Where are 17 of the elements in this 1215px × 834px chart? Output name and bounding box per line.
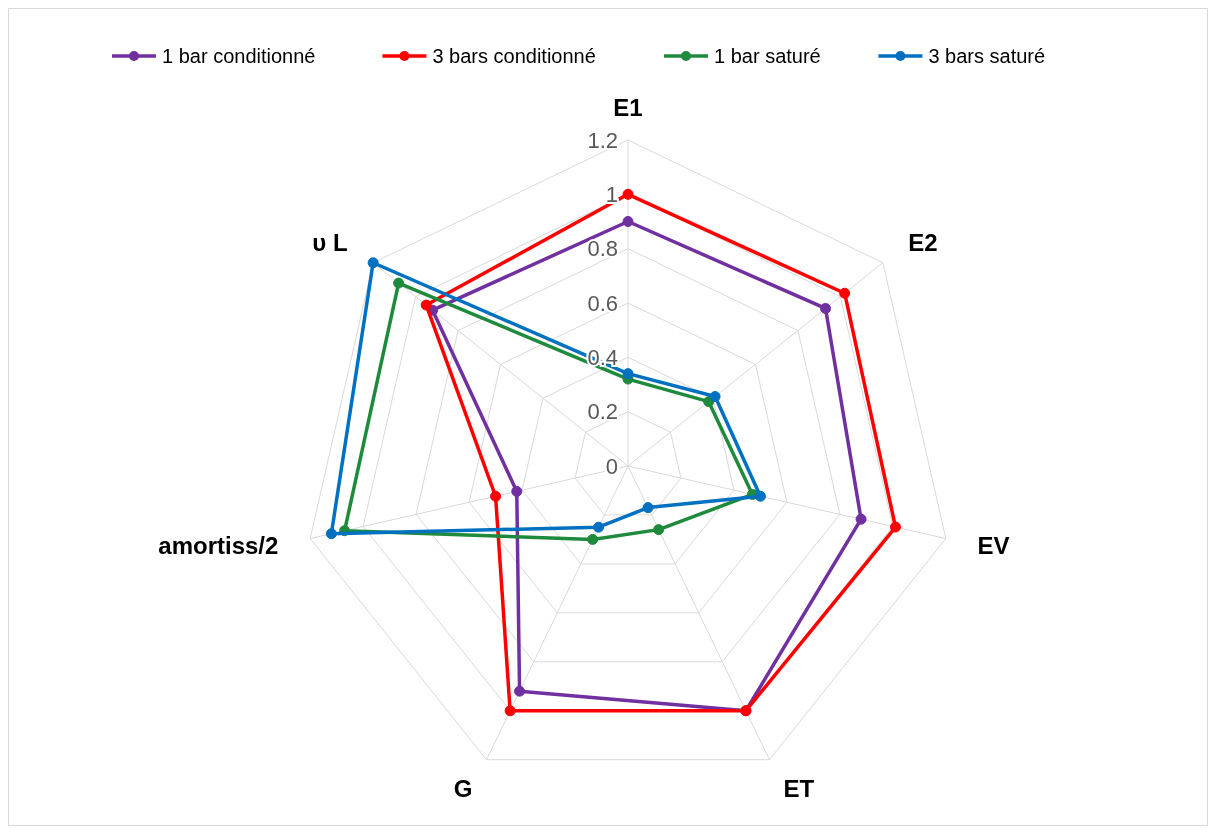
spoke-label: EV	[977, 532, 1010, 560]
y-tick-label: 1.2	[587, 127, 618, 153]
spoke-label: υ L	[312, 228, 348, 256]
legend-label: 1 bar saturé	[714, 45, 821, 67]
y-tick-label: 0.6	[587, 290, 618, 316]
spoke-label: G	[453, 775, 473, 803]
spoke-label: E2	[908, 228, 938, 256]
spoke-label: amortiss/2	[158, 532, 279, 560]
legend-label: 1 bar conditionné	[162, 45, 316, 67]
legend-label: 3 bars conditionné	[432, 45, 596, 67]
legend-label: 3 bars saturé	[928, 45, 1046, 67]
y-tick-label: 0.8	[587, 236, 618, 262]
y-tick-label: 1	[605, 182, 618, 208]
y-tick-label: 0	[605, 453, 618, 479]
spoke-label: E1	[613, 93, 643, 121]
y-tick-label: 0.2	[587, 399, 618, 425]
spoke-label: ET	[783, 775, 815, 803]
